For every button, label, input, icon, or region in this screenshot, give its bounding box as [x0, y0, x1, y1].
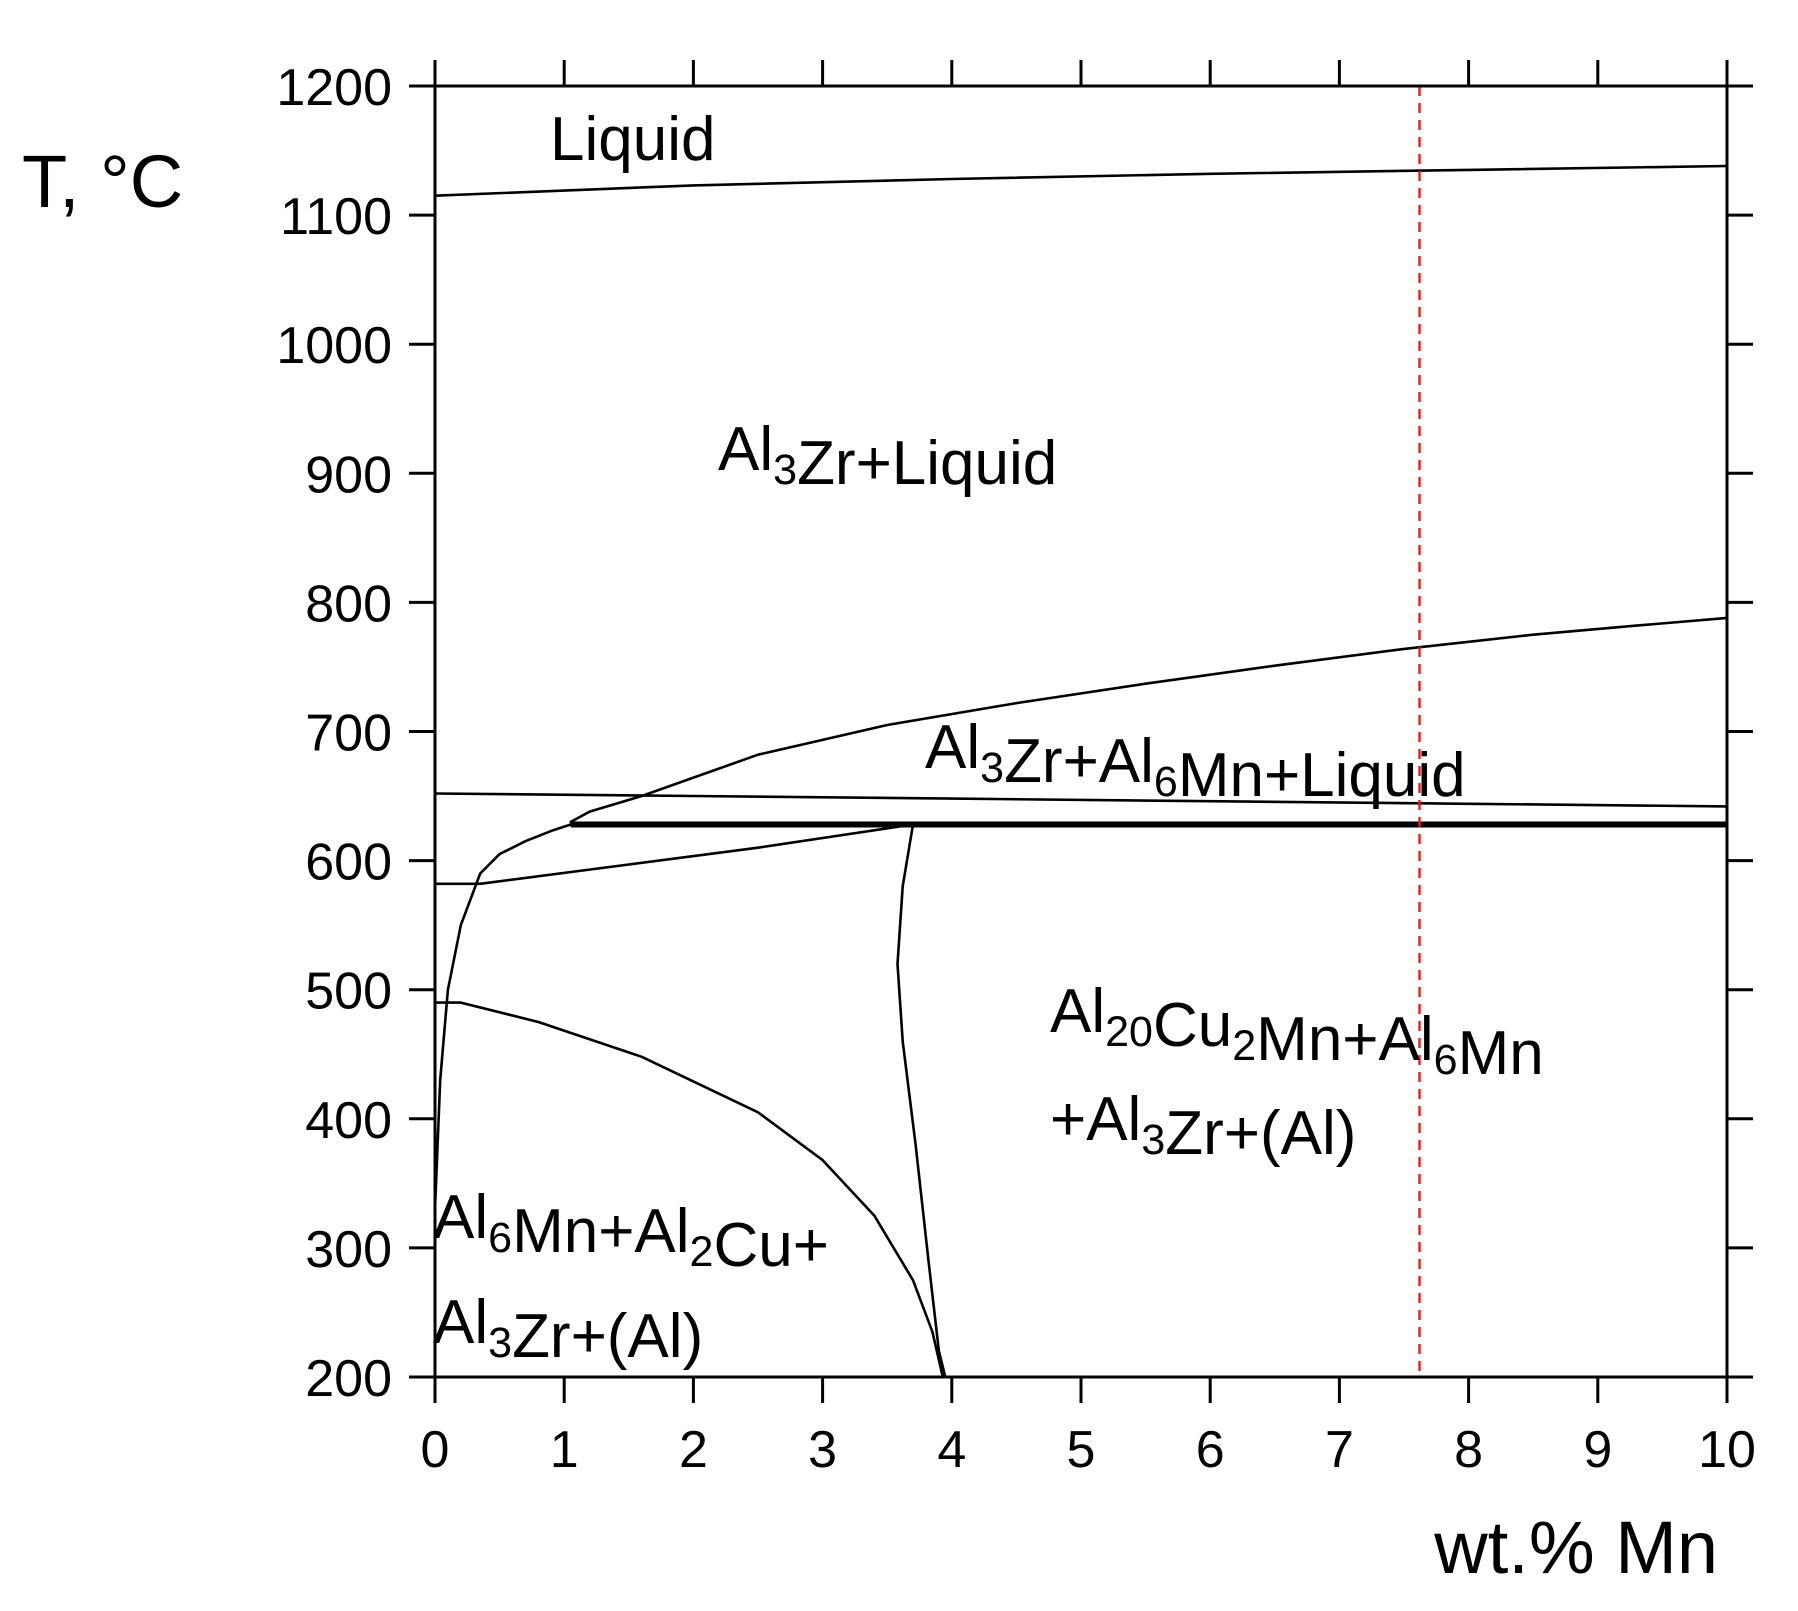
- x-tick-label: 9: [1583, 1421, 1612, 1479]
- x-tick-label: 5: [1067, 1421, 1096, 1479]
- x-tick-label: 8: [1454, 1421, 1483, 1479]
- region-label-al3zr-liquid: Al3Zr+Liquid: [718, 415, 1057, 498]
- region-label-al20cu2mn-line2: +Al3Zr+(Al): [1050, 1085, 1356, 1168]
- y-tick-label: 300: [305, 1221, 392, 1279]
- y-tick-label: 500: [305, 963, 392, 1021]
- y-tick-label: 1100: [280, 188, 392, 246]
- phase-boundaries: [433, 164, 1729, 1379]
- region-label-al3zr-al6mn-liquid: Al3Zr+Al6Mn+Liquid: [925, 713, 1466, 810]
- y-tick-label: 400: [305, 1092, 392, 1150]
- y-tick-label: 200: [305, 1350, 392, 1408]
- boundary-al2cu-solvus: [433, 1001, 945, 1379]
- boundary-al-solvus-curve: [433, 823, 572, 1211]
- axis-ticks: 0 1 2 3 4 5 6 7 8 9 10 200 300 400 500 600 700 800 900 1000…: [276, 59, 1756, 1479]
- region-label-al6mn-al2cu-line2: Al3Zr+(Al): [433, 1288, 703, 1371]
- region-label-al20cu2mn-line1: Al20Cu2Mn+Al6Mn: [1050, 977, 1544, 1088]
- region-labels: Liquid Al3Zr+Liquid Al3Zr+Al6Mn+Liquid Al20…: [433, 105, 1544, 1371]
- boundary-liquidus-al6mn: [569, 616, 1729, 824]
- boundary-lower-solidus-line: [433, 823, 915, 886]
- boundary-al20cu2mn-boundary: [896, 823, 947, 1379]
- y-tick-label: 1000: [276, 317, 392, 375]
- boundary-liquidus-al3zr: [433, 164, 1729, 197]
- x-axis-title: wt.% Mn: [1433, 1506, 1718, 1589]
- y-tick-label: 800: [305, 575, 392, 633]
- x-tick-label: 6: [1196, 1421, 1225, 1479]
- region-label-al6mn-al2cu-line1: Al6Mn+Al2Cu+: [433, 1183, 829, 1280]
- y-axis-title: T, °C: [22, 140, 183, 223]
- x-tick-label: 2: [679, 1421, 708, 1479]
- y-tick-label: 600: [305, 834, 392, 892]
- region-label-liquid: Liquid: [550, 105, 715, 174]
- y-tick-label: 900: [305, 446, 392, 504]
- x-tick-label: 1: [550, 1421, 579, 1479]
- x-tick-label: 10: [1698, 1421, 1756, 1479]
- x-tick-label: 4: [937, 1421, 966, 1479]
- y-tick-label: 700: [305, 705, 392, 763]
- x-tick-label: 3: [808, 1421, 837, 1479]
- x-tick-label: 7: [1325, 1421, 1354, 1479]
- boundary-upper-three-phase-boundary: [433, 792, 1729, 808]
- x-tick-label: 0: [421, 1421, 450, 1479]
- y-tick-label: 1200: [276, 59, 392, 117]
